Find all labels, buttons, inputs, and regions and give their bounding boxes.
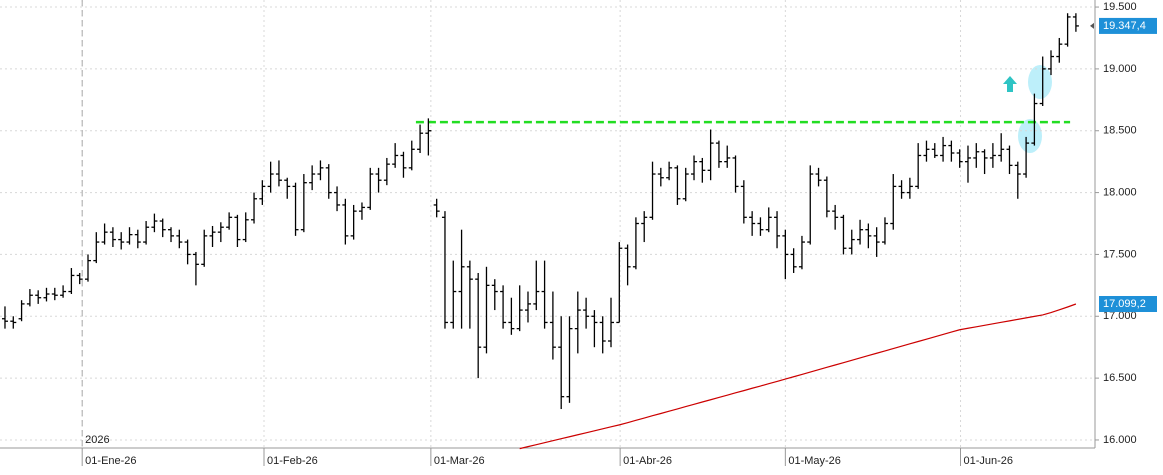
x-tick-label: 01-May-26 <box>788 455 841 467</box>
y-tick-label: 16.500 <box>1103 372 1137 384</box>
x-tick-label: 01-Jun-26 <box>964 455 1014 467</box>
year-label: 2026 <box>85 434 109 446</box>
x-tick-label: 01-Mar-26 <box>434 455 485 467</box>
last-price-box <box>1099 17 1157 34</box>
last-price-label: 19.347,4 <box>1103 20 1146 32</box>
y-tick-label: 16.000 <box>1103 434 1137 446</box>
y-tick-label: 18.500 <box>1103 125 1137 137</box>
y-tick-label: 18.000 <box>1103 186 1137 198</box>
y-tick-label: 17.000 <box>1103 310 1137 322</box>
y-tick-label: 19.000 <box>1103 63 1137 75</box>
price-marker <box>1090 22 1094 29</box>
y-tick-label: 17.500 <box>1103 248 1137 260</box>
ma-value-label: 17.099,2 <box>1103 298 1146 310</box>
moving-average-line <box>519 303 1077 450</box>
ma-value-box <box>1099 296 1157 313</box>
arrow-icon <box>1003 76 1017 92</box>
x-tick-label: 01-Feb-26 <box>267 455 318 467</box>
highlight-ellipse <box>1018 119 1042 153</box>
x-tick-label: 01-Abr-26 <box>623 455 672 467</box>
highlight-ellipse <box>1028 65 1052 99</box>
y-tick-label: 19.500 <box>1103 1 1137 13</box>
x-tick-label: 01-Ene-26 <box>85 455 136 467</box>
